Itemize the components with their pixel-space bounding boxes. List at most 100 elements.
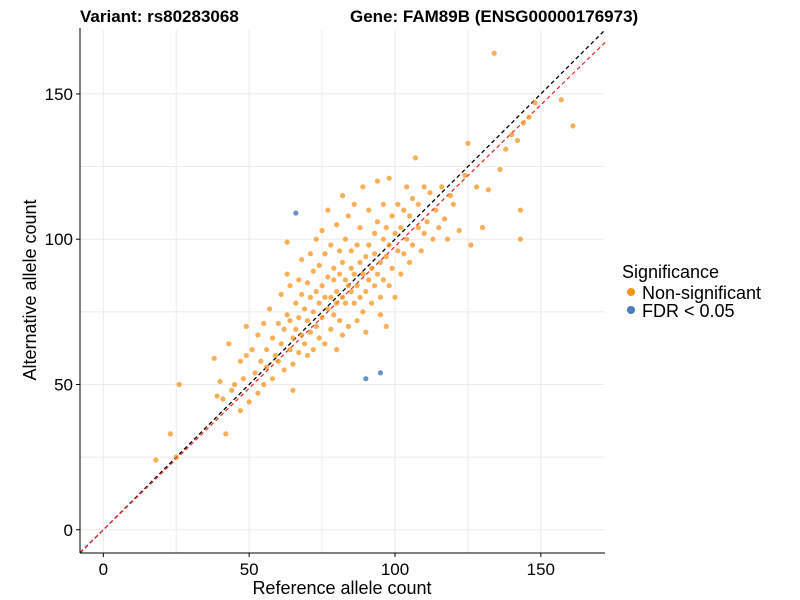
point-non-significant bbox=[284, 271, 290, 277]
point-non-significant bbox=[264, 364, 270, 370]
point-non-significant bbox=[430, 236, 436, 242]
point-fdr-significant bbox=[377, 370, 384, 376]
point-non-significant bbox=[444, 236, 451, 242]
point-non-significant bbox=[153, 457, 159, 463]
point-non-significant bbox=[509, 132, 515, 138]
point-non-significant bbox=[339, 193, 346, 199]
point-non-significant bbox=[517, 207, 524, 213]
point-non-significant bbox=[363, 329, 369, 335]
y-tick-label: 150 bbox=[45, 85, 73, 104]
point-non-significant bbox=[392, 230, 398, 236]
point-non-significant bbox=[339, 259, 346, 266]
point-non-significant bbox=[354, 317, 360, 324]
point-non-significant bbox=[342, 236, 349, 242]
point-non-significant bbox=[371, 251, 378, 257]
point-non-significant bbox=[354, 242, 360, 248]
point-non-significant bbox=[211, 355, 217, 361]
point-non-significant bbox=[322, 294, 328, 300]
point-non-significant bbox=[299, 332, 305, 338]
point-non-significant bbox=[369, 300, 375, 306]
point-non-significant bbox=[261, 320, 267, 327]
point-non-significant bbox=[479, 224, 486, 231]
point-non-significant bbox=[278, 341, 284, 347]
y-tick-label: 0 bbox=[64, 521, 73, 540]
point-non-significant bbox=[374, 219, 381, 225]
point-non-significant bbox=[316, 335, 322, 341]
point-non-significant bbox=[450, 201, 456, 207]
point-non-significant bbox=[389, 213, 395, 219]
point-non-significant bbox=[336, 317, 343, 324]
point-non-significant bbox=[331, 277, 337, 283]
point-non-significant bbox=[360, 184, 366, 190]
point-non-significant bbox=[339, 332, 346, 338]
point-non-significant bbox=[310, 347, 316, 353]
point-non-significant bbox=[398, 271, 404, 277]
point-fdr-significant bbox=[363, 376, 369, 382]
point-non-significant bbox=[348, 288, 354, 295]
point-non-significant bbox=[217, 378, 223, 385]
point-non-significant bbox=[328, 242, 334, 248]
point-non-significant bbox=[386, 283, 392, 289]
y-tick-label: 50 bbox=[54, 375, 73, 394]
point-non-significant bbox=[436, 224, 442, 231]
point-non-significant bbox=[331, 312, 337, 318]
point-non-significant bbox=[342, 277, 349, 283]
point-non-significant bbox=[339, 294, 346, 300]
point-non-significant bbox=[328, 326, 334, 332]
point-non-significant bbox=[427, 190, 433, 196]
point-non-significant bbox=[424, 219, 430, 225]
point-non-significant bbox=[380, 236, 386, 242]
point-non-significant bbox=[287, 283, 293, 289]
point-non-significant bbox=[307, 294, 314, 300]
point-non-significant bbox=[415, 201, 421, 207]
point-non-significant bbox=[401, 251, 407, 257]
point-non-significant bbox=[383, 224, 389, 231]
point-non-significant bbox=[374, 271, 381, 277]
point-non-significant bbox=[377, 259, 384, 266]
point-non-significant bbox=[570, 123, 576, 129]
point-non-significant bbox=[316, 300, 322, 306]
point-non-significant bbox=[345, 323, 351, 329]
point-non-significant bbox=[284, 312, 290, 318]
point-non-significant bbox=[345, 283, 351, 289]
point-non-significant bbox=[369, 265, 375, 271]
point-non-significant bbox=[456, 227, 462, 234]
identity-line bbox=[79, 29, 606, 554]
point-non-significant bbox=[360, 309, 366, 315]
point-non-significant bbox=[363, 254, 369, 260]
point-non-significant bbox=[331, 265, 337, 271]
point-non-significant bbox=[357, 224, 363, 231]
point-non-significant bbox=[296, 277, 302, 283]
point-non-significant bbox=[281, 326, 287, 332]
point-non-significant bbox=[301, 341, 308, 347]
point-non-significant bbox=[325, 207, 331, 213]
point-non-significant bbox=[173, 454, 179, 460]
point-non-significant bbox=[383, 323, 389, 329]
point-non-significant bbox=[310, 268, 316, 274]
point-non-significant bbox=[351, 271, 357, 277]
point-non-significant bbox=[269, 335, 276, 341]
point-non-significant bbox=[517, 236, 524, 242]
point-non-significant bbox=[360, 271, 366, 277]
point-non-significant bbox=[462, 172, 468, 178]
point-non-significant bbox=[296, 315, 302, 321]
point-fdr-significant bbox=[293, 210, 299, 216]
point-non-significant bbox=[374, 178, 381, 184]
point-non-significant bbox=[301, 306, 308, 312]
point-non-significant bbox=[526, 114, 532, 120]
point-non-significant bbox=[287, 317, 293, 324]
point-non-significant bbox=[348, 248, 354, 254]
point-non-significant bbox=[345, 213, 351, 219]
point-non-significant bbox=[313, 288, 319, 295]
point-non-significant bbox=[392, 294, 398, 300]
point-non-significant bbox=[304, 352, 311, 359]
point-non-significant bbox=[299, 291, 305, 298]
point-non-significant bbox=[395, 248, 401, 254]
point-non-significant bbox=[290, 361, 296, 367]
point-non-significant bbox=[334, 288, 340, 295]
point-non-significant bbox=[406, 213, 413, 219]
point-non-significant bbox=[351, 300, 357, 306]
point-non-significant bbox=[272, 352, 279, 359]
point-non-significant bbox=[223, 431, 229, 437]
point-non-significant bbox=[409, 195, 416, 202]
